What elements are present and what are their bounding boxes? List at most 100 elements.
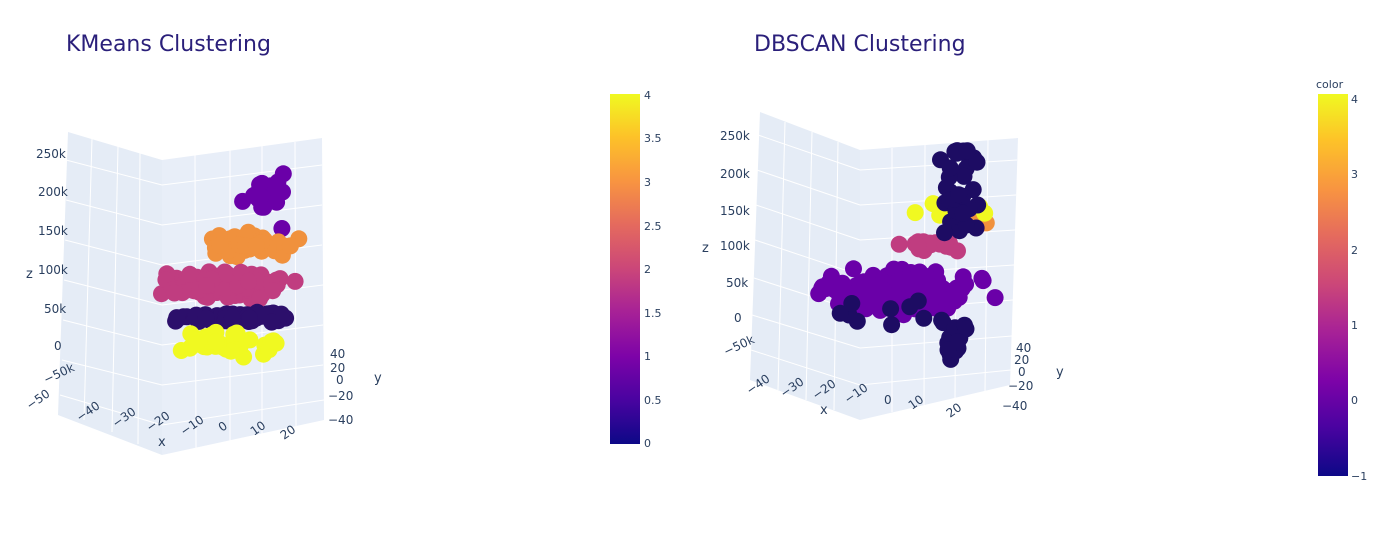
data-point[interactable]	[955, 167, 973, 185]
kmeans-x-tick: −50	[24, 386, 53, 412]
data-point[interactable]	[845, 260, 862, 278]
data-point[interactable]	[843, 295, 861, 312]
dbscan-z-tick: 150k	[720, 204, 750, 218]
data-point[interactable]	[946, 285, 964, 302]
data-point[interactable]	[822, 267, 840, 285]
dbscan-x-axis-label: x	[820, 403, 828, 418]
data-point[interactable]	[247, 237, 265, 255]
dbscan-z-axis-label: z	[702, 241, 709, 256]
data-point[interactable]	[968, 153, 986, 171]
dbscan-z-tick: 0	[734, 311, 742, 325]
data-point[interactable]	[198, 277, 215, 294]
data-point[interactable]	[950, 186, 968, 204]
dbscan-y-tick: 0	[1018, 365, 1026, 379]
data-point[interactable]	[241, 309, 258, 327]
data-point[interactable]	[181, 265, 199, 283]
data-point[interactable]	[986, 289, 1004, 307]
dbscan-x-tick: 20	[944, 400, 965, 420]
data-point[interactable]	[218, 265, 236, 283]
data-point[interactable]	[922, 277, 940, 295]
data-point[interactable]	[933, 311, 951, 329]
data-point[interactable]	[882, 300, 900, 318]
kmeans-y-tick: 20	[330, 361, 345, 375]
data-point[interactable]	[890, 235, 908, 253]
dbscan-z-tick: 250k	[720, 129, 750, 143]
kmeans-z-tick: 0	[54, 339, 62, 353]
data-point[interactable]	[273, 220, 291, 237]
kmeans-z-tick: 50k	[44, 302, 66, 316]
data-point[interactable]	[903, 275, 921, 293]
kmeans-colorbar-tick: 0	[644, 437, 651, 450]
kmeans-colorbar-tick: 2.5	[644, 220, 662, 233]
data-point[interactable]	[168, 309, 186, 327]
kmeans-points[interactable]	[153, 165, 308, 366]
kmeans-colorbar-tick: 3	[644, 176, 651, 189]
kmeans-colorbar-tick: 2	[644, 263, 651, 276]
data-point[interactable]	[263, 313, 281, 331]
dbscan-z-tick: 100k	[720, 239, 750, 253]
kmeans-y-tick: 0	[336, 373, 344, 387]
dbscan-z-tick: 200k	[720, 167, 750, 181]
data-point[interactable]	[252, 188, 270, 206]
dbscan-colorbar: color 4 3 2 1 0 −1	[1316, 78, 1367, 483]
kmeans-colorbar-tick: 1	[644, 350, 651, 363]
dbscan-points[interactable]	[810, 142, 1004, 368]
data-point[interactable]	[974, 272, 992, 290]
data-point[interactable]	[188, 335, 206, 353]
data-point[interactable]	[870, 276, 888, 294]
data-point[interactable]	[274, 183, 291, 201]
dbscan-colorbar-title: color	[1316, 78, 1344, 91]
kmeans-z-tick: 250k	[36, 147, 66, 161]
kmeans-left-wall	[58, 132, 162, 455]
kmeans-colorbar-gradient	[610, 94, 640, 444]
data-point[interactable]	[954, 204, 972, 222]
data-point[interactable]	[831, 304, 849, 322]
data-point[interactable]	[281, 237, 299, 255]
data-point[interactable]	[165, 284, 183, 302]
dbscan-z-ticks: 250k 200k 150k 100k 50k 0 −50k	[720, 129, 757, 359]
data-point[interactable]	[936, 224, 953, 242]
dbscan-y-tick: 40	[1016, 341, 1031, 355]
data-point[interactable]	[941, 159, 959, 177]
data-point[interactable]	[264, 282, 282, 300]
dbscan-colorbar-tick: −1	[1351, 470, 1367, 483]
dbscan-y-tick: −40	[1002, 399, 1027, 413]
kmeans-z-tick: 150k	[38, 224, 68, 238]
kmeans-chart-title: KMeans Clustering	[66, 32, 271, 57]
data-point[interactable]	[915, 309, 933, 327]
kmeans-z-tick: 100k	[38, 263, 68, 277]
data-point[interactable]	[833, 278, 851, 296]
data-point[interactable]	[857, 300, 875, 318]
kmeans-colorbar-tick: 0.5	[644, 394, 662, 407]
data-point[interactable]	[251, 290, 269, 308]
data-point[interactable]	[286, 272, 304, 290]
data-point[interactable]	[197, 309, 215, 327]
data-point[interactable]	[909, 292, 927, 310]
kmeans-z-axis-label: z	[26, 267, 33, 282]
dbscan-y-tick: 20	[1014, 353, 1029, 367]
kmeans-y-axis-label: y	[374, 371, 382, 386]
data-point[interactable]	[883, 316, 901, 334]
data-point[interactable]	[958, 142, 976, 160]
data-point[interactable]	[211, 236, 229, 254]
data-point[interactable]	[240, 272, 257, 290]
dbscan-chart-title: DBSCAN Clustering	[754, 32, 966, 57]
data-point[interactable]	[223, 308, 241, 326]
data-point[interactable]	[954, 268, 972, 286]
data-point[interactable]	[228, 324, 246, 342]
data-point[interactable]	[957, 320, 975, 338]
data-point[interactable]	[906, 204, 924, 222]
data-point[interactable]	[274, 165, 292, 183]
dbscan-left-wall	[750, 112, 860, 420]
dbscan-z-tick: 50k	[726, 276, 748, 290]
kmeans-y-ticks: 40 20 0 −20 −40	[328, 347, 353, 427]
data-point[interactable]	[207, 333, 225, 351]
kmeans-colorbar-tick: 3.5	[644, 132, 662, 145]
data-point[interactable]	[939, 341, 957, 359]
data-point[interactable]	[265, 332, 282, 350]
dbscan-y-axis-label: y	[1056, 365, 1064, 380]
kmeans-z-tick: 200k	[38, 185, 68, 199]
data-point[interactable]	[909, 237, 927, 255]
kmeans-colorbar: 4 3.5 3 2.5 2 1.5 1 0.5 0	[610, 89, 662, 450]
